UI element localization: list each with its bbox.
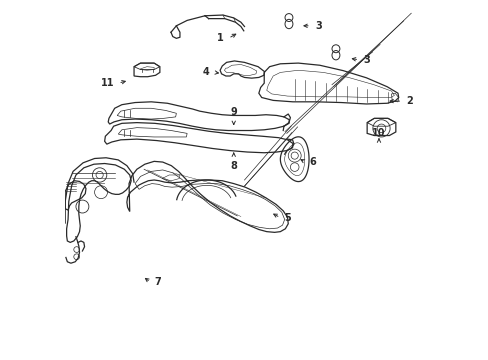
Text: 7: 7 — [155, 277, 161, 287]
Text: 5: 5 — [284, 213, 291, 222]
Text: 1: 1 — [217, 33, 224, 43]
Text: 3: 3 — [314, 21, 321, 31]
Text: 3: 3 — [363, 55, 369, 65]
Text: 9: 9 — [230, 107, 237, 117]
Text: 6: 6 — [309, 157, 316, 167]
Text: 11: 11 — [100, 78, 114, 88]
Text: 8: 8 — [230, 161, 237, 171]
Text: 4: 4 — [203, 67, 209, 77]
Text: 10: 10 — [371, 128, 385, 138]
Text: 2: 2 — [406, 96, 412, 106]
